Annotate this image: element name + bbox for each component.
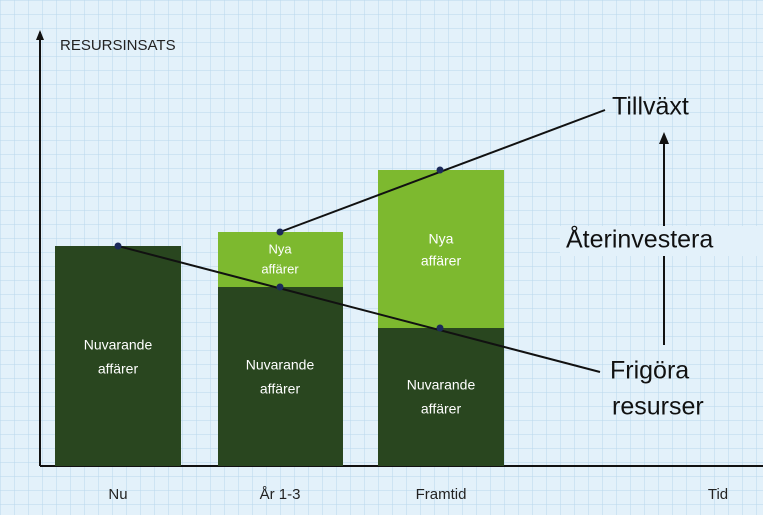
point (436, 166, 444, 174)
reinvest-label: Återinvestera (566, 224, 713, 254)
category-label: År 1-3 (260, 486, 301, 503)
segment-label: Nuvarande (84, 337, 153, 353)
segment-label: affärer (260, 381, 301, 397)
x-axis-label: Tid (708, 486, 728, 503)
label-backdrop (560, 226, 763, 256)
segment-label: affärer (421, 253, 462, 269)
segment-label: affärer (261, 261, 299, 276)
growth-label: Tillväxt (612, 93, 689, 121)
point (276, 228, 284, 236)
reinvest-arrowhead (659, 132, 669, 144)
bar-new (378, 170, 504, 328)
category-label: Framtid (416, 486, 467, 503)
category-label: Nu (108, 486, 127, 503)
y-axis-label: RESURSINSATS (60, 37, 176, 54)
release-line (117, 245, 601, 373)
point (276, 283, 284, 291)
bar-current (218, 287, 343, 466)
segment-label: Nya (268, 241, 292, 256)
bar-current (55, 246, 181, 466)
segment-label: Nuvarande (407, 377, 476, 393)
segment-label: affärer (421, 401, 462, 417)
point (436, 324, 444, 332)
segment-label: affärer (98, 361, 139, 377)
y-axis-arrow (36, 30, 44, 40)
bar-current (378, 328, 504, 466)
release-label: resurser (612, 393, 704, 421)
segment-label: Nya (429, 231, 454, 247)
segment-label: Nuvarande (246, 357, 315, 373)
point (114, 242, 122, 250)
release-label: Frigöra (610, 357, 689, 385)
bar-new (218, 232, 343, 287)
